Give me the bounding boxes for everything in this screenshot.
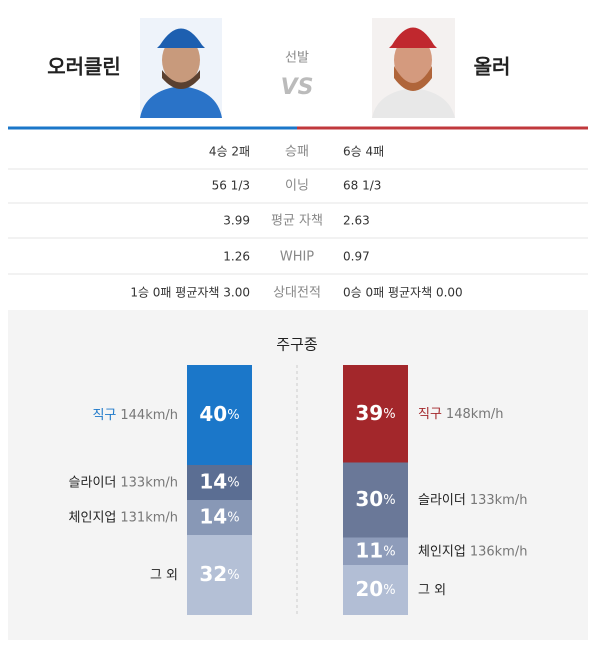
pitch-name: 슬라이더 — [69, 475, 117, 490]
pitch-label: 체인지업 131km/h — [69, 510, 178, 525]
pitch-name: 그 외 — [418, 583, 446, 598]
pitch-label: 직구 144km/h — [92, 408, 178, 423]
stat-label: 승패 — [285, 145, 309, 160]
pitch-name: 직구 — [418, 406, 442, 421]
pitch-label: 그 외 — [150, 568, 178, 583]
percent-unit: % — [227, 475, 239, 490]
stat-label: 상대전적 — [273, 286, 321, 301]
pitch-bar — [343, 537, 408, 565]
home-stat: 0.97 — [343, 250, 370, 264]
percent-value: 40 — [199, 402, 227, 426]
pitch-bar — [343, 365, 408, 463]
percent-value: 14 — [199, 504, 227, 528]
away-stat: 56 1/3 — [212, 179, 250, 193]
pitch-name: 체인지업 — [418, 544, 466, 559]
percent-unit: % — [383, 544, 395, 559]
percent-unit: % — [383, 493, 395, 508]
pitch-speed: 136km/h — [470, 544, 528, 559]
start-label: 선발 — [285, 51, 309, 66]
home-stat: 6승 4패 — [343, 145, 384, 159]
stat-label: WHIP — [280, 250, 314, 265]
pitch-speed: 133km/h — [120, 475, 178, 490]
pitch-speed: 133km/h — [470, 493, 528, 508]
pitch-speed: 131km/h — [120, 510, 178, 525]
pitch-bar — [187, 535, 252, 615]
stat-label: 평균 자책 — [271, 214, 323, 229]
away-photo — [140, 18, 222, 118]
away-stat: 1승 0패 평균자책 3.00 — [130, 285, 250, 300]
percent-value: 20 — [355, 577, 383, 601]
pitch-bar — [187, 500, 252, 535]
percent-value: 11 — [355, 538, 383, 562]
away-stat: 4승 2패 — [209, 145, 250, 159]
pitch-label: 슬라이더 133km/h — [69, 475, 178, 490]
pitch-name: 직구 — [92, 408, 116, 423]
pitch-percent: 39% — [355, 400, 395, 424]
percent-unit: % — [227, 408, 239, 423]
pitch-label: 그 외 — [418, 583, 446, 598]
pitch-bar — [187, 365, 252, 465]
percent-unit: % — [227, 568, 239, 583]
pitch-name: 그 외 — [150, 568, 178, 583]
pitch-label: 슬라이더 133km/h — [418, 493, 527, 508]
away-name: 오러클린 — [47, 55, 121, 79]
home-name: 올러 — [474, 55, 511, 79]
pitch-bar — [343, 565, 408, 615]
pitch-name: 슬라이더 — [418, 493, 466, 508]
home-stat: 0승 0패 평균자책 0.00 — [343, 285, 463, 300]
pitch-name: 체인지업 — [69, 510, 117, 525]
stat-label: 이닝 — [285, 179, 309, 194]
percent-value: 39 — [355, 400, 383, 424]
pitch-percent: 14% — [199, 469, 239, 493]
vs: VS — [281, 75, 314, 100]
pitch-label: 직구 148km/h — [418, 406, 504, 421]
away-stat: 3.99 — [223, 214, 250, 228]
percent-unit: % — [383, 406, 395, 421]
percent-unit: % — [383, 583, 395, 598]
percent-unit: % — [227, 510, 239, 525]
home-stat: 2.63 — [343, 214, 370, 228]
pitch-title: 주구종 — [276, 336, 317, 354]
away-stat: 1.26 — [223, 250, 250, 264]
pitch-bar — [187, 465, 252, 500]
home-photo — [372, 18, 455, 118]
pitch-percent: 40% — [199, 402, 239, 426]
pitch-bar — [343, 462, 408, 538]
home-stat: 68 1/3 — [343, 179, 381, 193]
pitch-percent: 30% — [355, 487, 395, 511]
percent-value: 32 — [199, 562, 227, 586]
pitch-label: 체인지업 136km/h — [418, 544, 527, 559]
pitch-percent: 11% — [355, 538, 395, 562]
pitch-speed: 144km/h — [120, 408, 178, 423]
pitch-percent: 14% — [199, 504, 239, 528]
pitch-section — [8, 310, 588, 640]
pitch-percent: 32% — [199, 562, 239, 586]
percent-value: 30 — [355, 487, 383, 511]
percent-value: 14 — [199, 469, 227, 493]
pitch-percent: 20% — [355, 577, 395, 601]
pitch-speed: 148km/h — [446, 406, 504, 421]
